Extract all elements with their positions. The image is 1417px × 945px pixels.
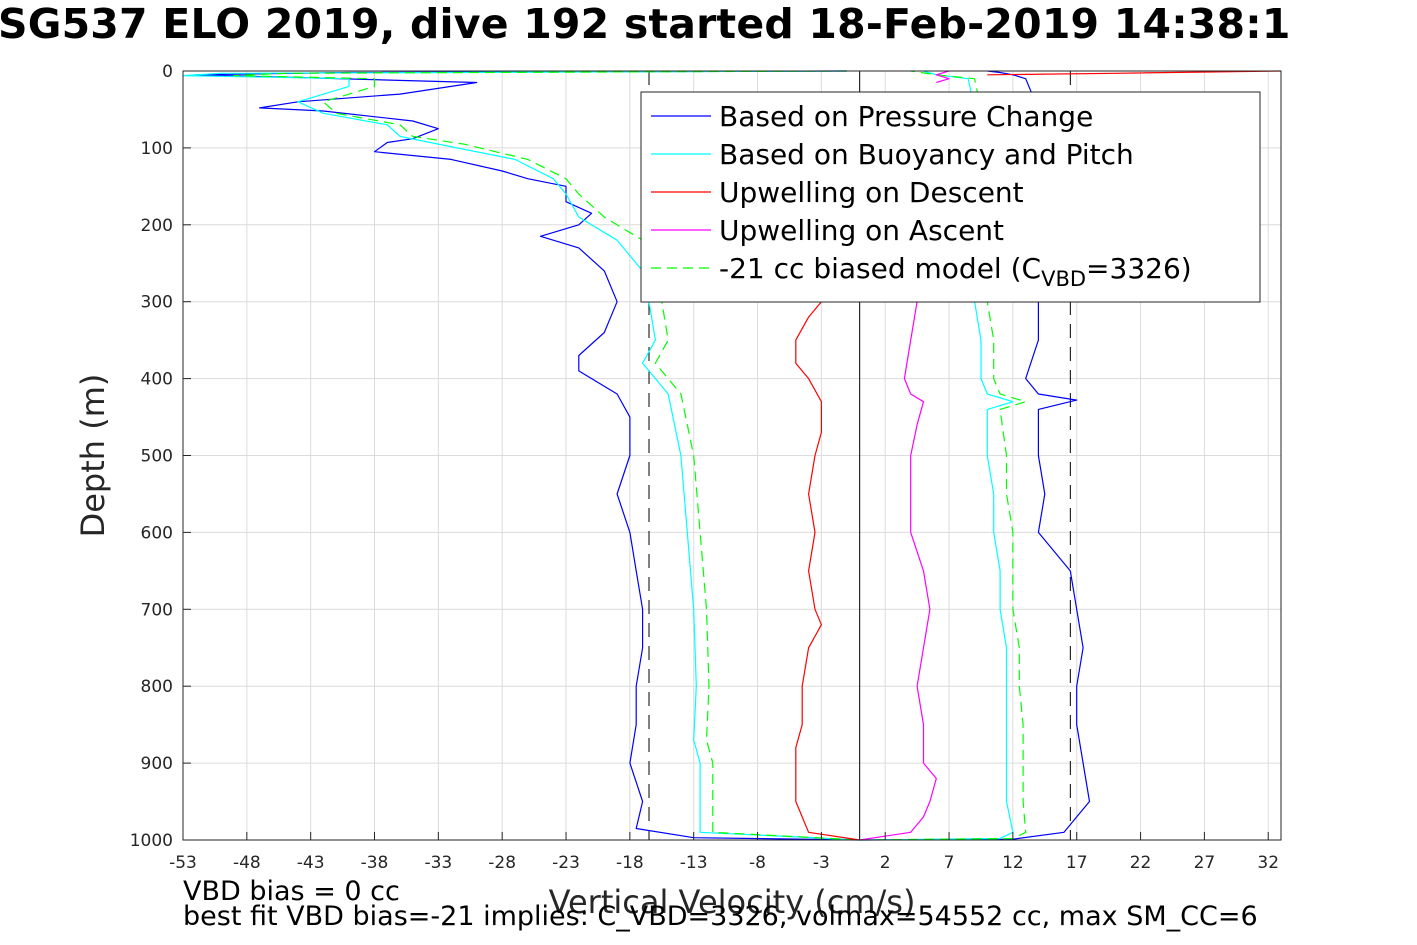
x-tick-label: 22 [1130, 853, 1152, 873]
y-tick-label: 400 [141, 370, 173, 390]
x-tick-label: -8 [749, 853, 766, 873]
x-tick-label: 12 [1002, 853, 1024, 873]
chart-title: SG537 ELO 2019, dive 192 started 18-Feb-… [0, 4, 1291, 45]
vbd-bias-note: VBD bias = 0 cc [183, 876, 400, 907]
x-tick-label: 17 [1066, 853, 1088, 873]
x-tick-label: -48 [233, 853, 261, 873]
y-tick-label: 800 [141, 677, 173, 697]
legend-entry: Based on Pressure Change [719, 100, 1093, 133]
y-axis-label: Depth (m) [74, 374, 112, 538]
series-line-upwelling_descent [795, 301, 860, 841]
legend-entry: Based on Buoyancy and Pitch [719, 138, 1134, 171]
best-fit-note: best fit VBD bias=-21 implies: C_VBD=332… [183, 901, 1258, 932]
y-tick-label: 300 [141, 293, 173, 313]
series-line-upwelling_descent_surface [987, 70, 1282, 76]
x-tick-label: -33 [424, 853, 452, 873]
x-tick-label: 27 [1194, 853, 1216, 873]
series-line-pressure_descent [195, 70, 860, 841]
x-tick-label: -18 [616, 853, 644, 873]
x-tick-label: 2 [880, 853, 891, 873]
y-tick-label: 600 [141, 523, 173, 543]
x-tick-label: 32 [1257, 853, 1279, 873]
x-tick-label: -23 [552, 853, 580, 873]
series-line-upwelling_ascent_surface [935, 70, 950, 84]
x-tick-label: -28 [488, 853, 516, 873]
y-tick-label: 500 [141, 447, 173, 467]
y-tick-label: 1000 [130, 831, 173, 851]
series-line-upwelling_ascent [859, 301, 937, 841]
y-tick-label: 0 [162, 62, 173, 82]
y-tick-label: 900 [141, 754, 173, 774]
x-tick-label: -53 [169, 853, 197, 873]
legend-box [640, 91, 1261, 303]
axis-ticks: -53 -48 -43 -38 -33 -28 -23 -18 -13 -8 -3 2 7 12 17 22 2… [130, 62, 1279, 873]
y-tick-label: 200 [141, 216, 173, 236]
x-tick-label: 7 [944, 853, 955, 873]
series-line-model_descent [233, 70, 860, 841]
x-axis-label: Vertical Velocity (cm/s) [549, 883, 916, 921]
y-tick-label: 100 [141, 139, 173, 159]
x-tick-label: -3 [813, 853, 830, 873]
legend-entry: Upwelling on Ascent [719, 214, 1004, 247]
legend-entry: -21 cc biased model (CVBD=3326) [719, 252, 1192, 291]
legend-entry: Upwelling on Descent [719, 176, 1024, 209]
legend: Based on Pressure Change Based on Buoyanc… [640, 91, 1261, 303]
y-tick-label: 700 [141, 600, 173, 620]
x-tick-label: -38 [361, 853, 389, 873]
x-tick-label: -13 [680, 853, 708, 873]
x-tick-label: -43 [297, 853, 325, 873]
series-line-buoyancy_descent [182, 70, 860, 841]
